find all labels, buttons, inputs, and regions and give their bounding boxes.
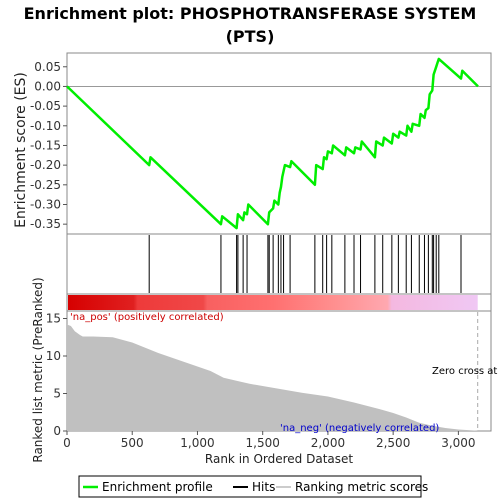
es-y-tick-label: -0.35	[30, 217, 61, 231]
zero-cross-label: Zero cross at 3148	[432, 366, 500, 377]
es-y-tick-label: -0.30	[30, 197, 61, 211]
pos-correlated-label: 'na_pos' (positively correlated)	[70, 312, 224, 323]
x-tick-label: 0	[63, 436, 71, 450]
legend: Enrichment profile Hits Ranking metric s…	[78, 475, 428, 498]
legend-frame	[78, 475, 422, 498]
es-y-tick-label: -0.10	[30, 119, 61, 133]
x-tick-label: 2,500	[376, 436, 410, 450]
legend-label-metric: Ranking metric scores	[295, 480, 428, 494]
ranked-y-tick-label: 5	[53, 387, 61, 401]
x-tick-label: 2,000	[311, 436, 345, 450]
es-y-tick-label: 0.05	[34, 60, 61, 74]
ranked-panel: 0 5 10 15 0 500 1,000 1,500 2,000 2,500 3,000 'na…	[31, 277, 500, 466]
enrichment-profile-line	[66, 57, 479, 230]
chart-title-line2: (PTS)	[226, 27, 275, 46]
es-panel: 0.05 0.00 -0.05 -0.10 -0.15 -0.20 -0.25 -0.30 -0…	[13, 52, 492, 235]
x-tick-label: 3,000	[441, 436, 475, 450]
es-panel-frame	[66, 52, 492, 235]
ranked-y-tick-label: 10	[46, 349, 61, 363]
es-y-ticks: 0.05 0.00 -0.05 -0.10 -0.15 -0.20 -0.25 -0.30 -0…	[30, 60, 67, 231]
ranking-metric-area	[67, 324, 478, 431]
es-y-tick-label: -0.05	[30, 99, 61, 113]
legend-label-enrichment: Enrichment profile	[102, 480, 213, 494]
ranked-y-ticks: 0 5 10 15	[46, 312, 67, 438]
es-y-tick-label: -0.15	[30, 138, 61, 152]
es-y-tick-label: -0.20	[30, 158, 61, 172]
ranked-y-axis-label: Ranked list metric (PreRanked)	[31, 277, 45, 462]
hits-panel	[66, 233, 492, 295]
x-tick-label: 500	[121, 436, 144, 450]
x-tick-label: 1,000	[180, 436, 214, 450]
ranked-x-ticks: 0 500 1,000 1,500 2,000 2,500 3,000	[63, 431, 476, 450]
hits-panel-frame	[66, 233, 492, 295]
neg-correlated-label: 'na_neg' (negatively correlated)	[280, 423, 439, 434]
ranked-y-tick-label: 0	[53, 424, 61, 438]
ranked-y-tick-label: 15	[46, 312, 61, 326]
legend-label-hits: Hits	[252, 480, 275, 494]
chart-title-line1: Enrichment plot: PHOSPHOTRANSFERASE SYST…	[24, 4, 477, 23]
rank-bar-panel	[66, 293, 492, 312]
x-axis-label: Rank in Ordered Dataset	[205, 452, 353, 466]
hit-marks	[148, 235, 462, 293]
es-y-axis-label: Enrichment score (ES)	[13, 72, 29, 228]
es-y-tick-label: -0.25	[30, 178, 61, 192]
rank-color-bar	[68, 295, 478, 310]
x-tick-label: 1,500	[246, 436, 280, 450]
es-y-tick-label: 0.00	[34, 79, 61, 93]
